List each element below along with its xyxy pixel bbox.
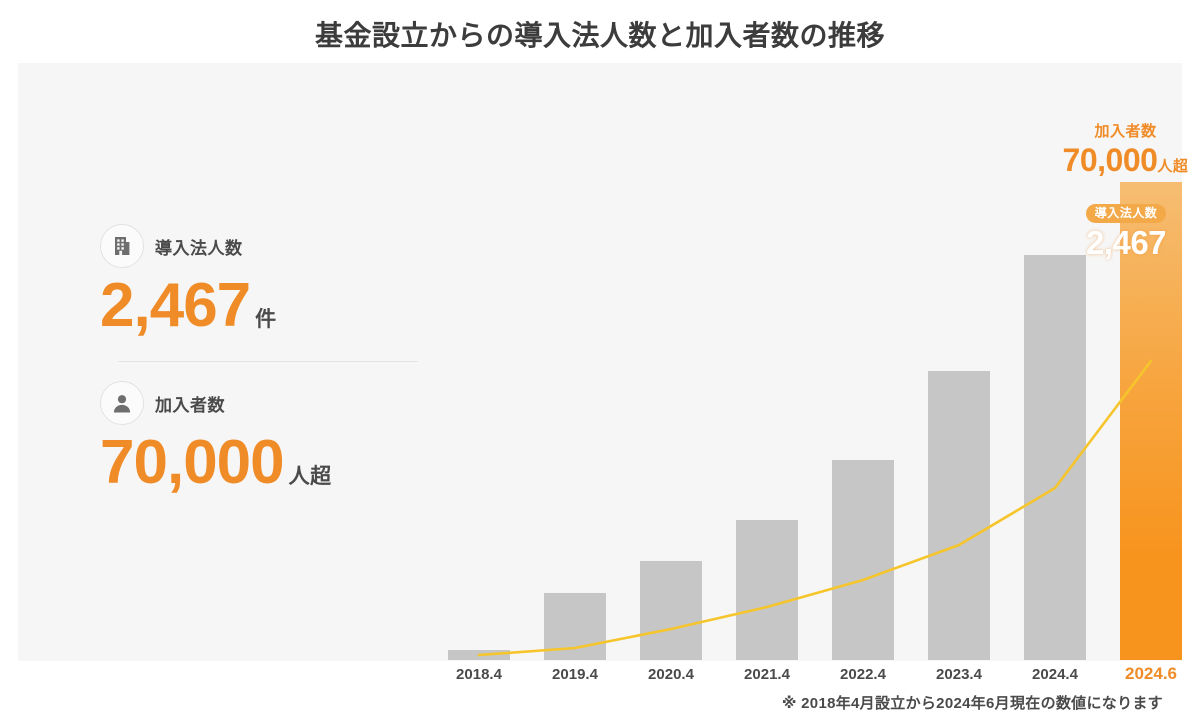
callout-members: 加入者数 70,000人超 [1038, 123, 1200, 179]
x-tick-2024-4: 2024.4 [1032, 666, 1078, 683]
chart-plot-area: 加入者数 70,000人超 導入法人数 2,467 [433, 123, 1188, 660]
page-title: 基金設立からの導入法人数と加入者数の推移 [314, 20, 885, 51]
stat-members-label: 加入者数 [155, 395, 225, 415]
x-tick-2021-4: 2021.4 [744, 666, 790, 683]
bar-2024-4 [1024, 255, 1086, 660]
building-icon [100, 224, 144, 268]
bar-2024-6 [1120, 182, 1182, 660]
growth-chart: 加入者数 70,000人超 導入法人数 2,467 2018.4 2019.4 20… [433, 123, 1188, 724]
stat-members: 加入者数 70,000 人超 [100, 380, 430, 494]
bar-2023-4 [928, 371, 990, 660]
stat-companies-unit: 件 [255, 308, 277, 331]
members-trend-line [477, 359, 1153, 657]
stat-members-unit: 人超 [288, 465, 332, 488]
bar-2022-4 [832, 460, 894, 660]
callout-members-number: 70,000 [1062, 141, 1158, 178]
callout-companies: 導入法人数 2,467 [1053, 204, 1199, 261]
x-tick-2024-6: 2024.6 [1125, 664, 1177, 683]
x-tick-2018-4: 2018.4 [456, 666, 502, 683]
stat-members-value-row: 70,000 人超 [100, 432, 430, 494]
callout-members-label: 加入者数 [1094, 123, 1157, 140]
callout-companies-badge: 導入法人数 [1085, 204, 1167, 223]
bar-series [433, 126, 1182, 660]
bar-2020-4 [640, 561, 702, 660]
x-axis: 2018.4 2019.4 2020.4 2021.4 2022.4 2023.4 2024… [433, 660, 1178, 694]
chart-footnote: ※ 2018年4月設立から2024年6月現在の数値になります [781, 695, 1163, 712]
x-tick-2019-4: 2019.4 [552, 666, 598, 683]
x-tick-2020-4: 2020.4 [648, 666, 694, 683]
stat-companies: 導入法人数 2,467 件 [100, 223, 430, 337]
stat-companies-number: 2,467 [100, 271, 251, 340]
bar-2021-4 [736, 520, 798, 660]
stat-companies-header: 導入法人数 [100, 223, 430, 269]
stat-companies-value-row: 2,467 件 [100, 275, 430, 337]
stat-members-header: 加入者数 [100, 380, 430, 426]
callout-members-unit: 人超 [1157, 157, 1189, 175]
summary-stats: 導入法人数 2,467 件 加入者数 70,000 人超 [100, 223, 430, 494]
callout-companies-value: 2,467 [1085, 224, 1167, 261]
chart-panel: 導入法人数 2,467 件 加入者数 70,000 人超 [18, 63, 1188, 712]
callout-members-value-row: 70,000人超 [1038, 141, 1200, 179]
stat-members-number: 70,000 [100, 428, 285, 497]
stat-companies-label: 導入法人数 [155, 238, 243, 258]
x-tick-2023-4: 2023.4 [936, 666, 982, 683]
person-icon [100, 381, 144, 425]
x-tick-2022-4: 2022.4 [840, 666, 886, 683]
stats-divider [118, 361, 418, 362]
